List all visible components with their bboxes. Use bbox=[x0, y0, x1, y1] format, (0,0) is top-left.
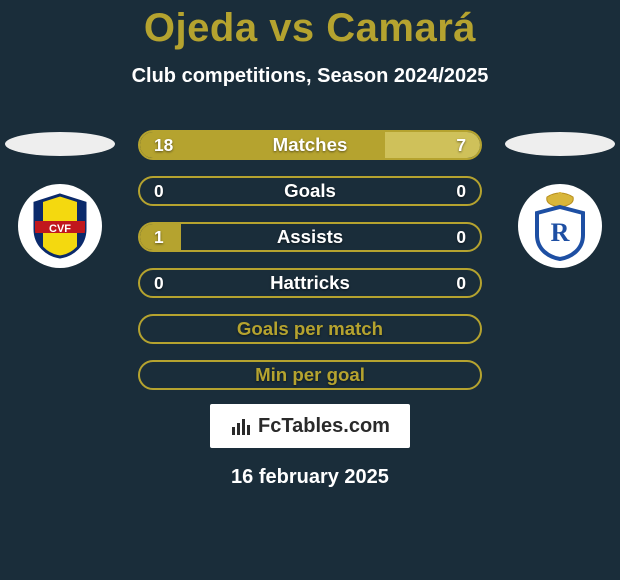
stat-label: Goals bbox=[140, 178, 480, 204]
right-team-shadow bbox=[505, 132, 615, 156]
stat-row: 187Matches bbox=[138, 130, 482, 160]
chart-icon bbox=[230, 415, 252, 437]
villarreal-crest-icon: CVF bbox=[25, 191, 95, 261]
stat-row: 00Hattricks bbox=[138, 268, 482, 298]
brand-text: FcTables.com bbox=[258, 415, 390, 438]
svg-text:CVF: CVF bbox=[49, 223, 71, 235]
subtitle: Club competitions, Season 2024/2025 bbox=[0, 65, 620, 88]
stat-row-empty: Goals per match bbox=[138, 314, 482, 344]
stat-label: Matches bbox=[140, 132, 480, 158]
brand-badge: FcTables.com bbox=[210, 404, 410, 448]
stat-row: 00Goals bbox=[138, 176, 482, 206]
right-team-crest: R bbox=[518, 184, 602, 268]
comparison-content: CVF R 187Matches 00Goals 10Assists 00Hattri… bbox=[0, 130, 620, 390]
stat-label: Assists bbox=[140, 224, 480, 250]
comparison-card: Ojeda vs Camará Club competitions, Seaso… bbox=[0, 0, 620, 580]
footer-date: 16 february 2025 bbox=[0, 466, 620, 489]
left-team-crest: CVF bbox=[18, 184, 102, 268]
stat-label: Hattricks bbox=[140, 270, 480, 296]
page-title: Ojeda vs Camará bbox=[0, 0, 620, 51]
svg-text:R: R bbox=[551, 218, 570, 247]
left-team-shadow bbox=[5, 132, 115, 156]
stats-bars: 187Matches 00Goals 10Assists 00Hattricks Goa… bbox=[138, 130, 482, 406]
stat-label: Goals per match bbox=[140, 316, 480, 342]
club-r-crest-icon: R bbox=[525, 191, 595, 261]
stat-row: 10Assists bbox=[138, 222, 482, 252]
stat-row-empty: Min per goal bbox=[138, 360, 482, 390]
stat-label: Min per goal bbox=[140, 362, 480, 388]
